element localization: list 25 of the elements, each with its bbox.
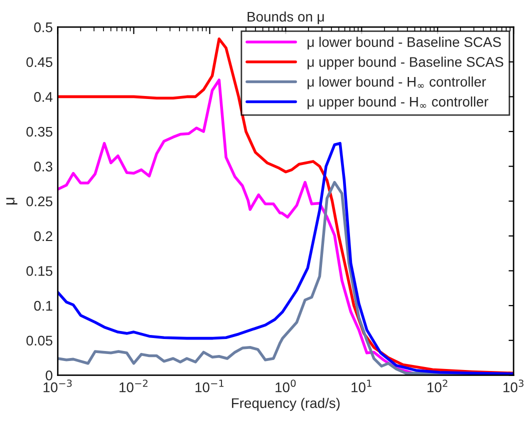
y-tick-label: 0.2	[34, 231, 52, 242]
y-tick-label: 0.05	[26, 336, 52, 346]
y-tick-label: 0.5	[34, 22, 52, 32]
y-axis-title: μ	[6, 198, 18, 205]
legend-label: μ lower bound - Baseline SCAS	[308, 36, 501, 50]
y-tick-label: 0.1	[34, 300, 52, 311]
x-axis-title: Frequency (rad/s)	[232, 398, 340, 411]
y-tick-label: 0.3	[34, 162, 52, 172]
y-tick-label: 0.15	[26, 266, 52, 276]
y-tick-label: 0.4	[34, 92, 53, 102]
x-tick-label: 10$^{0}$	[276, 380, 296, 392]
x-tick-label: 10$^{3}$	[504, 380, 524, 392]
x-tick-label: 10$^{2}$	[428, 380, 448, 392]
y-tick-label: 0.35	[26, 126, 52, 137]
x-tick-label: 10$^{1}$	[352, 380, 372, 392]
legend-label: μ upper bound - Baseline SCAS	[308, 56, 504, 70]
x-tick-label: 10$^{−2}$	[120, 380, 148, 392]
legend-label: μ lower bound - H$_{∞}$ controller	[308, 76, 486, 90]
legend-label: μ upper bound - H$_{∞}$ controller	[308, 96, 488, 110]
x-tick-label: 10$^{−1}$	[196, 380, 224, 392]
y-tick-label: 0.45	[26, 57, 52, 68]
chart-title: Bounds on μ	[248, 11, 324, 24]
y-tick-label: 0	[46, 370, 52, 380]
x-tick-label: 10$^{−3}$	[44, 380, 72, 392]
y-tick-label: 0.25	[26, 196, 52, 206]
